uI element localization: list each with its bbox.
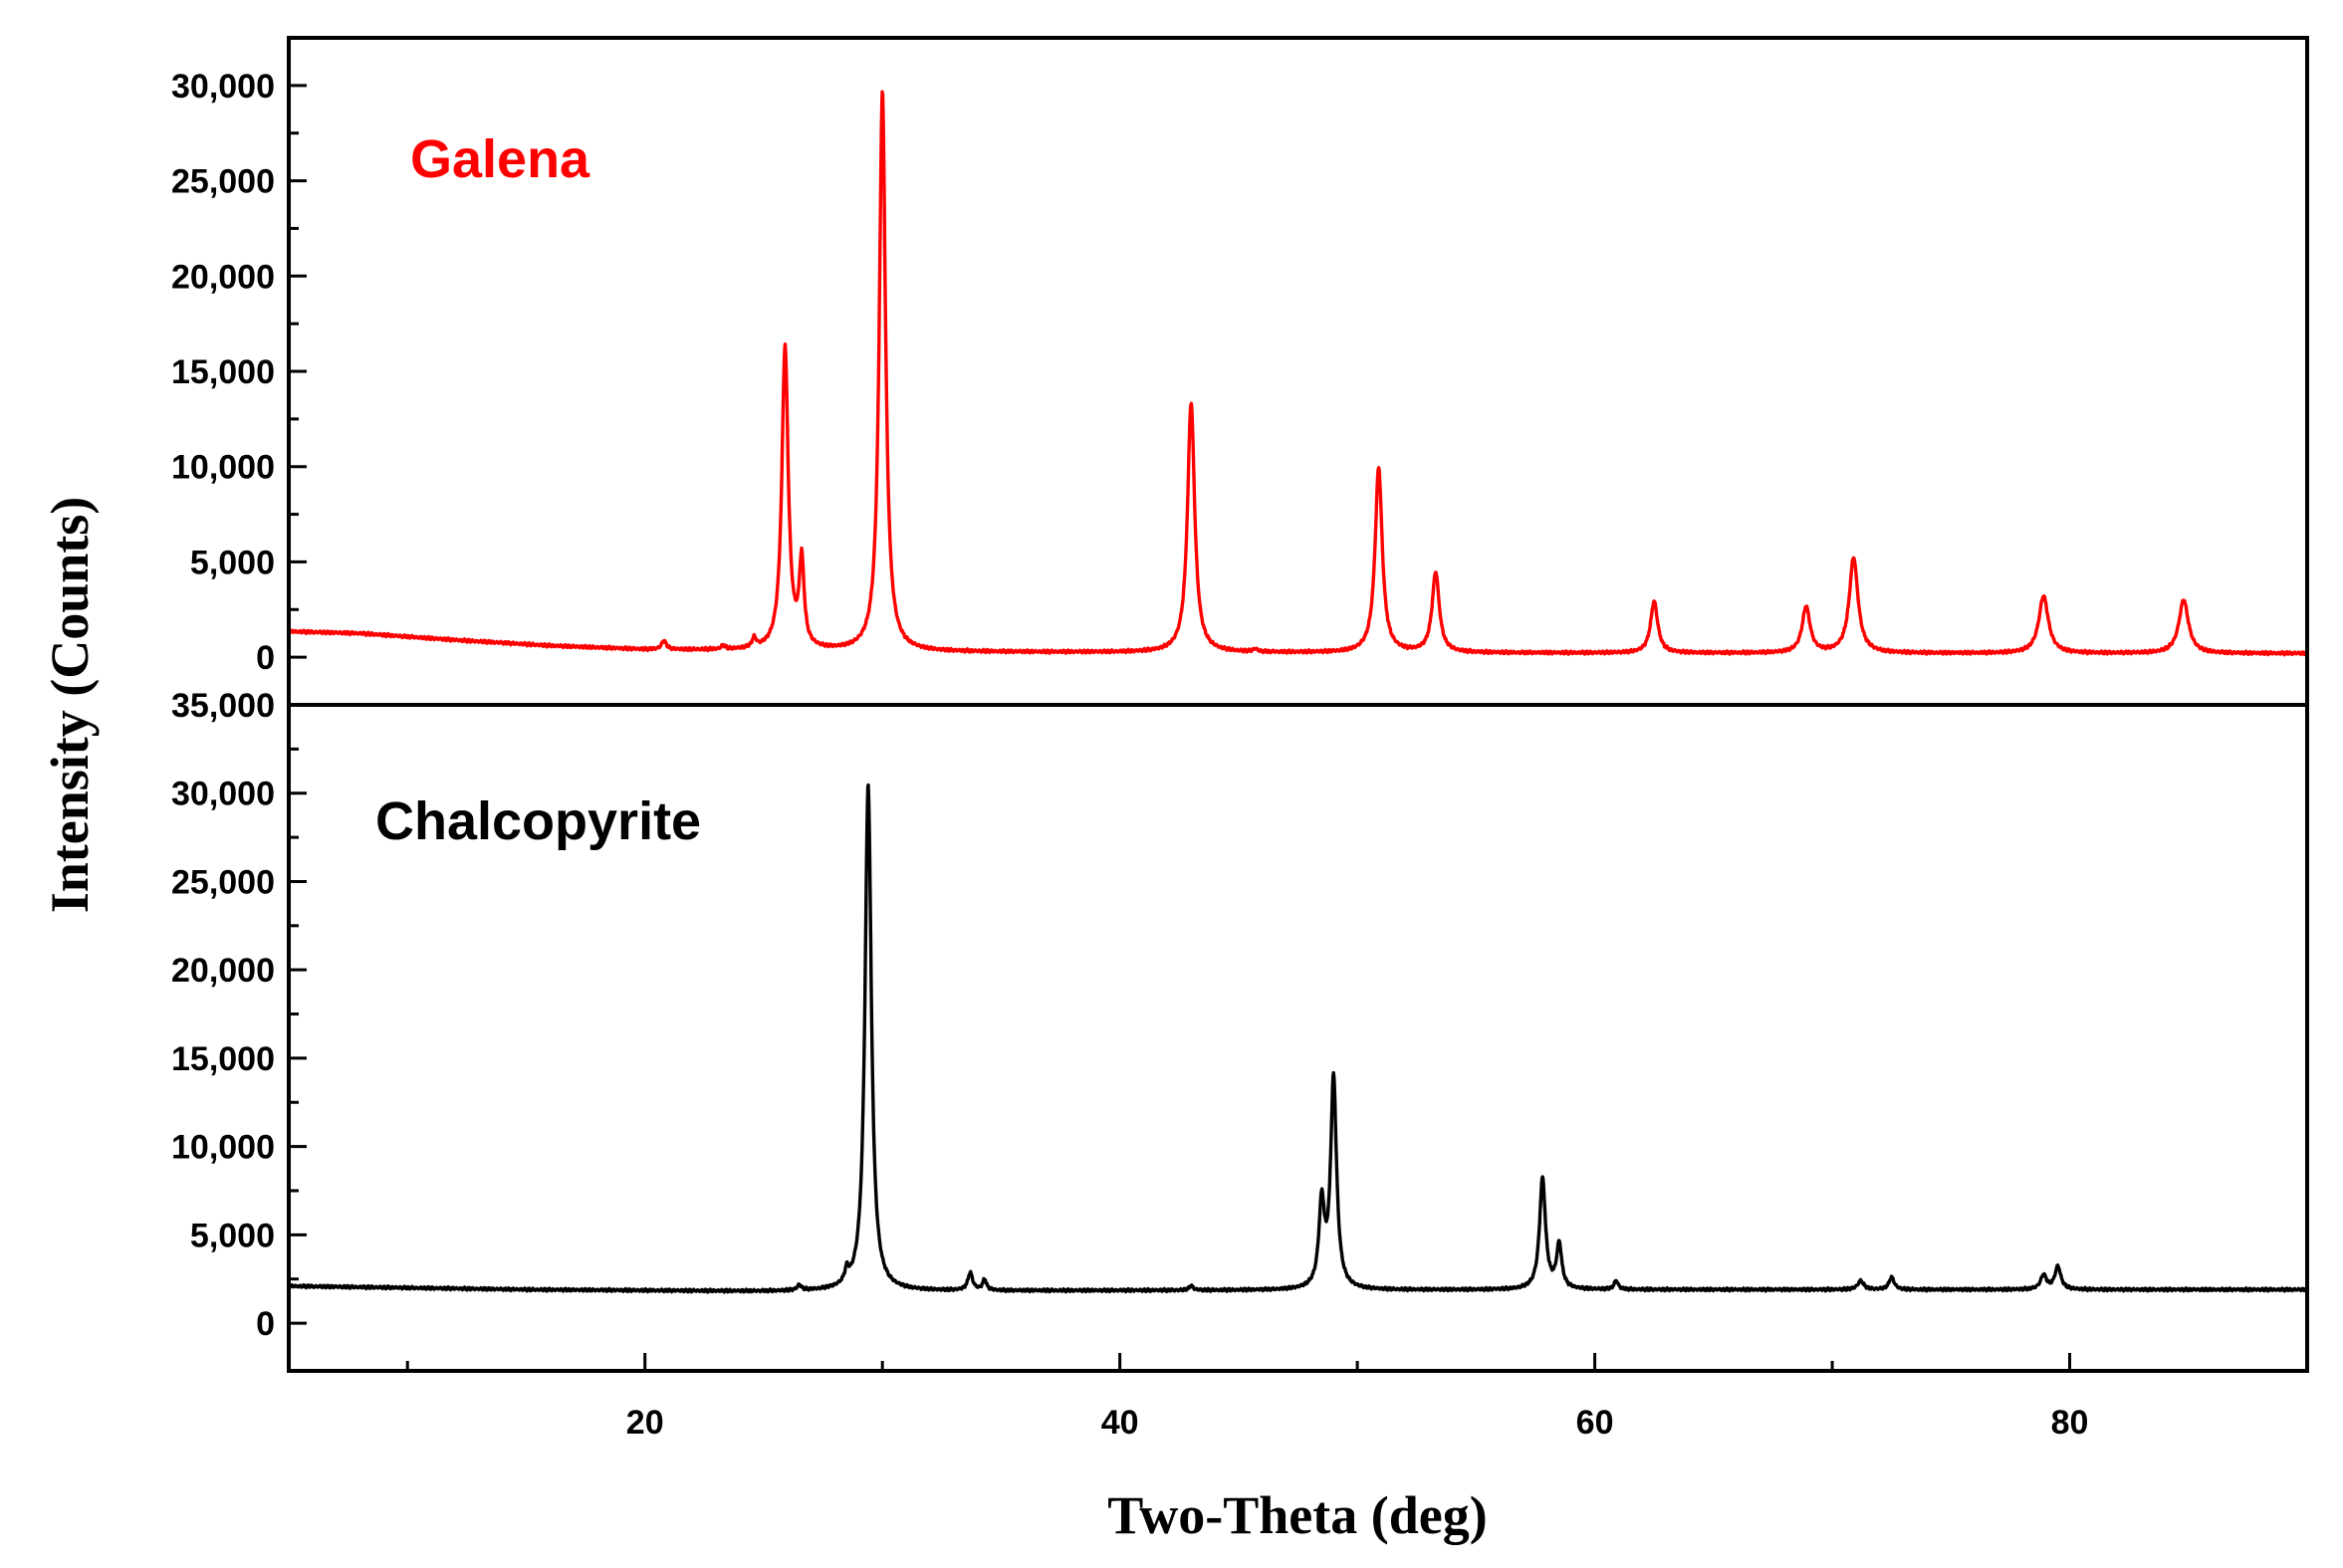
galena-y-tick-label: 15,000 [171,353,275,391]
chalcopyrite-y-tick-label: 0 [256,1305,275,1343]
x-axis-title: Two-Theta (deg) [1107,1485,1487,1545]
chalcopyrite-y-tick-label: 15,000 [171,1040,275,1078]
chalcopyrite-y-axis: 0 5,000 10,000 15,000 20,000 25,000 30,000 35,0… [171,687,307,1343]
y-axis-title: Intensity (Counts) [40,497,100,914]
chalcopyrite-y-tick-label: 10,000 [171,1129,275,1167]
x-axis: 20 40 60 80 [405,1353,2089,1442]
chalcopyrite-label: Chalcopyrite [375,791,701,851]
galena-y-tick-label: 10,000 [171,449,275,487]
chalcopyrite-y-tick-label: 25,000 [171,863,275,901]
x-tick-label: 60 [1576,1404,1614,1442]
chalcopyrite-y-tick-label: 20,000 [171,952,275,990]
x-tick-label: 80 [2051,1404,2089,1442]
x-tick-label: 40 [1101,1404,1139,1442]
chalcopyrite-y-tick-label: 35,000 [171,687,275,725]
galena-y-tick-label: 20,000 [171,258,275,296]
chalcopyrite-y-tick-label: 30,000 [171,776,275,813]
galena-panel: 0 5,000 10,000 15,000 20,000 25,000 30,000 Gal… [171,68,2309,677]
galena-label: Galena [410,129,590,189]
chalcopyrite-trace [287,783,2309,1294]
chalcopyrite-y-tick-label: 5,000 [190,1217,275,1254]
galena-y-axis: 0 5,000 10,000 15,000 20,000 25,000 30,000 [171,68,307,677]
x-tick-label: 20 [626,1404,664,1442]
galena-y-tick-label: 30,000 [171,68,275,106]
chalcopyrite-panel: 0 5,000 10,000 15,000 20,000 25,000 30,000 35,0… [171,687,2309,1343]
galena-y-tick-label: 25,000 [171,163,275,201]
galena-trace [287,90,2309,657]
galena-y-tick-label: 5,000 [190,544,275,581]
galena-y-tick-label: 0 [256,639,275,677]
